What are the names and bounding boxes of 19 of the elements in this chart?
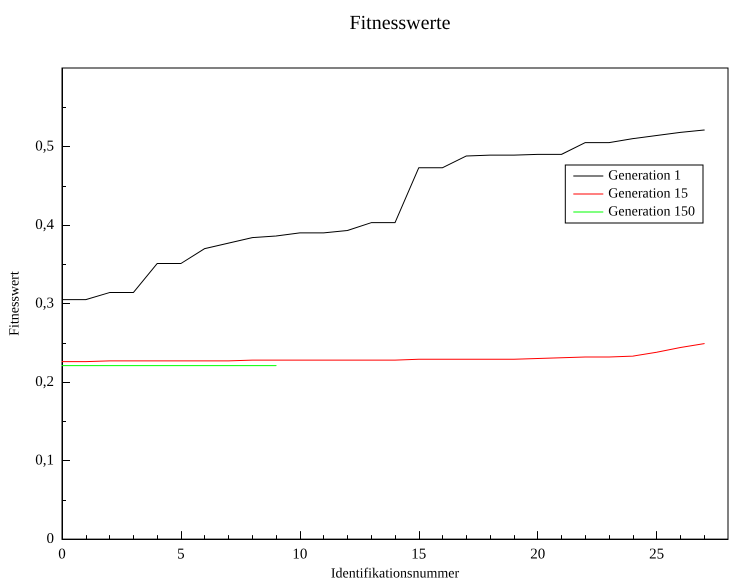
y-tick-label: 0,2 [35, 374, 54, 390]
y-tick-label: 0,3 [35, 296, 54, 312]
x-tick-label: 5 [177, 546, 185, 563]
y-tick-label: 0,5 [35, 138, 54, 155]
chart-title: Fitnesswerte [349, 12, 451, 34]
x-tick-label: 25 [649, 546, 664, 563]
x-tick-label: 15 [411, 546, 426, 563]
legend-label: Generation 1 [608, 168, 682, 184]
y-tick-label: 0,4 [35, 217, 54, 234]
y-tick-label: 0 [46, 531, 54, 548]
x-tick-label: 10 [292, 546, 308, 563]
legend-label: Generation 150 [608, 204, 696, 220]
x-tick-label: 0 [58, 546, 66, 563]
y-tick-label: 0,1 [35, 452, 54, 469]
legend-label: Generation 15 [608, 186, 688, 202]
x-tick-label: 20 [530, 546, 546, 563]
x-axis-title: Identifikationsnummer [330, 566, 460, 582]
line-series [62, 343, 705, 362]
y-axis-title: Fitnesswert [8, 271, 22, 336]
